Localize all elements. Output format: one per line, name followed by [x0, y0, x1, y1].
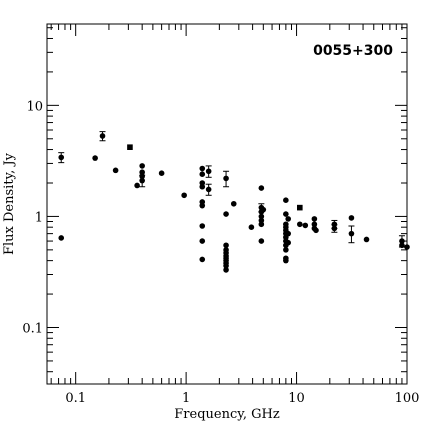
data-point: [199, 223, 206, 229]
y-tick-label: 0.1: [22, 322, 43, 337]
tick-labels: 0.1 1 10 100 0.1 1 10: [22, 99, 419, 406]
data-point: [258, 238, 265, 244]
data-point: [99, 133, 106, 139]
data-point: [399, 242, 405, 249]
data-point: [181, 192, 187, 199]
data-point: [302, 222, 309, 229]
data-point: [331, 221, 338, 228]
x-axis-ticks: [50, 24, 408, 384]
plot-frame: [46, 23, 408, 385]
x-tick-label: 10: [288, 391, 305, 406]
data-point-square: [127, 144, 133, 150]
data-point: [285, 216, 291, 222]
data-point: [297, 221, 303, 228]
data-point: [283, 197, 289, 203]
data-point: [404, 244, 410, 250]
data-point: [199, 202, 206, 209]
data-point: [205, 186, 212, 193]
data-point: [283, 247, 289, 253]
x-tick-label: 1: [182, 391, 190, 406]
data-point: [58, 154, 65, 161]
data-points: [58, 131, 410, 273]
data-point: [399, 238, 405, 244]
y-axis-ticks: [47, 27, 407, 373]
data-point: [223, 211, 229, 217]
data-point: [348, 230, 355, 237]
data-point: [258, 221, 265, 228]
x-tick-label: 0.1: [65, 391, 86, 406]
data-point: [248, 224, 255, 230]
data-point: [112, 167, 119, 174]
x-tick-label: 100: [395, 391, 420, 406]
data-point: [134, 182, 140, 189]
data-point: [348, 215, 355, 221]
data-point: [199, 171, 206, 177]
data-point: [223, 267, 229, 273]
data-point: [223, 175, 229, 182]
data-point: [139, 163, 145, 169]
data-point: [58, 235, 65, 241]
data-point: [283, 257, 289, 264]
data-point: [223, 262, 229, 269]
data-point: [92, 155, 98, 161]
data-point: [199, 238, 206, 244]
data-point: [313, 227, 319, 234]
x-axis-title: Frequency, GHz: [174, 407, 280, 422]
data-point: [311, 221, 318, 228]
data-point: [199, 165, 206, 172]
data-point-square: [297, 204, 303, 211]
data-point: [258, 213, 265, 220]
data-point: [285, 239, 291, 246]
data-point: [363, 236, 370, 243]
data-point: [260, 206, 267, 213]
y-tick-label: 1: [35, 210, 43, 225]
data-point: [285, 230, 291, 237]
data-point: [199, 183, 206, 190]
data-point: [223, 242, 229, 249]
data-point: [230, 200, 237, 207]
data-point: [311, 216, 318, 222]
data-point: [158, 170, 165, 176]
y-axis-title: Flux Density, Jy: [2, 152, 17, 255]
chart-title: 0055+300: [313, 43, 393, 59]
data-point: [199, 256, 206, 263]
y-tick-label: 10: [26, 99, 43, 114]
data-point: [283, 211, 289, 217]
data-point: [331, 225, 338, 232]
data-point: [258, 185, 265, 191]
data-point: [139, 169, 145, 176]
data-point: [205, 168, 212, 175]
data-point: [139, 177, 145, 184]
